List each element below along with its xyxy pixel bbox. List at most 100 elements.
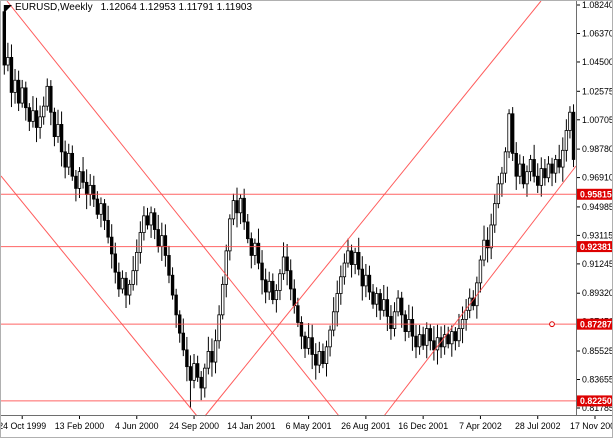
candle <box>2 11 6 66</box>
candle <box>489 224 493 249</box>
candle <box>310 337 314 355</box>
candle <box>482 239 486 261</box>
price-line-label-box <box>577 188 612 200</box>
candle <box>510 113 515 154</box>
candle <box>74 175 78 189</box>
candle <box>493 203 497 226</box>
candle <box>67 152 71 168</box>
hline-handle-icon[interactable] <box>549 321 555 328</box>
candle <box>213 340 218 363</box>
candle <box>432 340 436 351</box>
candle <box>367 274 372 293</box>
y-tick-label: 1.02575 <box>582 86 613 96</box>
y-tick-label: 0.81785 <box>582 403 613 413</box>
x-tick-label: 24 Sep 2000 <box>169 421 219 431</box>
candle <box>335 293 339 313</box>
candle <box>353 251 357 265</box>
candle <box>113 253 117 273</box>
candle <box>102 203 107 221</box>
candle <box>396 297 400 313</box>
candle <box>16 79 21 104</box>
candle <box>124 277 128 296</box>
candle <box>521 163 526 185</box>
trendline-ascending-lower[interactable] <box>383 165 577 417</box>
candle <box>24 87 28 109</box>
candle <box>127 283 132 296</box>
candle <box>392 311 397 329</box>
candle <box>306 337 311 349</box>
candle <box>564 130 569 151</box>
candle <box>442 334 447 348</box>
candle <box>421 334 425 346</box>
x-tick-label: 13 Feb 2000 <box>55 421 105 431</box>
x-tick-label: 7 Apr 2002 <box>459 421 502 431</box>
candle <box>514 152 518 177</box>
x-tick-label: 4 Jun 2000 <box>115 421 159 431</box>
price-line-label-box <box>577 395 612 407</box>
candle <box>110 236 114 255</box>
candle <box>242 197 246 223</box>
candle <box>425 328 429 346</box>
candle <box>9 57 14 93</box>
y-tick-label: 0.89320 <box>582 288 613 298</box>
candle <box>120 277 125 290</box>
candle <box>288 270 293 290</box>
candle <box>149 212 153 226</box>
candle <box>382 299 386 311</box>
candle <box>371 291 375 305</box>
candle <box>246 221 250 240</box>
candle <box>95 198 100 215</box>
candle <box>428 328 433 342</box>
candle <box>271 280 275 301</box>
candle <box>550 163 554 174</box>
price-line-label: 0.92381 <box>580 242 612 252</box>
candle <box>299 322 304 337</box>
candle <box>228 218 232 252</box>
candle <box>84 181 89 195</box>
candle <box>374 293 379 305</box>
candle <box>328 329 332 348</box>
candle <box>163 235 168 256</box>
candle <box>49 85 53 113</box>
candle <box>256 242 261 264</box>
candle <box>160 235 164 247</box>
price-line-label: 0.82250 <box>580 396 612 406</box>
candle <box>410 319 415 337</box>
trendline-descending-upper[interactable] <box>6 1 340 417</box>
candle <box>321 351 325 364</box>
candle <box>417 334 422 348</box>
candle <box>450 331 454 345</box>
candle <box>220 283 225 316</box>
x-tick-label: 26 Aug 2001 <box>341 421 391 431</box>
trendline-descending-lower[interactable] <box>1 175 198 417</box>
candle <box>142 215 146 233</box>
candle <box>274 290 279 301</box>
y-tick-label: 1.06370 <box>582 28 613 38</box>
candle <box>285 256 289 272</box>
candle <box>528 159 533 173</box>
candle <box>414 335 418 348</box>
candle <box>152 212 157 230</box>
candle <box>503 151 508 174</box>
price-line-label: 0.95815 <box>580 189 612 199</box>
candle <box>457 328 461 342</box>
candle <box>231 200 236 220</box>
candle <box>135 251 139 272</box>
candle <box>56 124 60 138</box>
candle <box>518 163 522 177</box>
candle <box>99 203 103 215</box>
candle <box>156 229 160 247</box>
candle <box>303 335 307 349</box>
price-line-label-box <box>577 241 612 253</box>
chart-shift-marker-icon <box>4 5 12 13</box>
candle <box>145 215 150 226</box>
candle <box>532 159 536 177</box>
candle <box>403 314 407 333</box>
candle <box>210 351 214 363</box>
candle <box>31 110 35 122</box>
chart-title-bar: EURUSD,Weekly 1.12064 1.12953 1.11791 1.1… <box>15 2 252 13</box>
candle <box>188 366 193 381</box>
trendline-ascending-upper[interactable] <box>204 1 542 417</box>
y-tick-label: 1.08240 <box>582 1 613 10</box>
